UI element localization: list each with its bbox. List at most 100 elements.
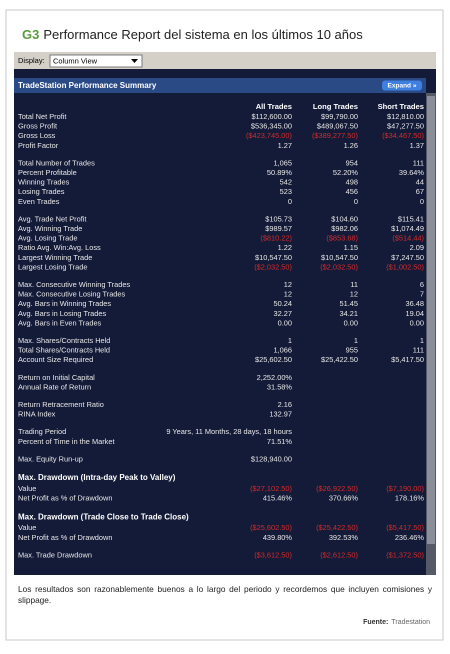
row-value: $1,074.49	[391, 224, 424, 233]
row-value: 12	[284, 290, 292, 299]
row-label: Trading Period	[18, 427, 66, 436]
row-value: $989.57	[265, 224, 292, 233]
row-value: ($389,277.50)	[312, 131, 358, 140]
row-value: 1.22	[278, 243, 292, 252]
row-label: Net Profit as % of Drawdown	[18, 533, 112, 542]
row-value: 34.21	[340, 309, 359, 318]
row-label: Avg. Bars in Losing Trades	[18, 309, 106, 318]
scrollbar-thumb[interactable]	[427, 96, 435, 544]
row-value: 50.89%	[267, 168, 292, 177]
row-value: ($423,745.00)	[246, 131, 292, 140]
row-value: 415.46%	[263, 494, 293, 503]
row-value: 44	[416, 178, 424, 187]
row-label: Total Shares/Contracts Held	[18, 346, 110, 355]
row-label: Avg. Trade Net Profit	[18, 214, 86, 223]
row-label: Value	[18, 484, 36, 493]
row-label: Max. Shares/Contracts Held	[18, 336, 110, 345]
row-value: 0	[420, 197, 424, 206]
row-value: 1.15	[344, 243, 358, 252]
row-label: Max. Trade Drawdown	[18, 550, 92, 559]
row-value: 439.80%	[263, 533, 293, 542]
row-label: Profit Factor	[18, 141, 59, 150]
row-label: Percent of Time in the Market	[18, 437, 115, 446]
row-value: 71.51%	[267, 437, 292, 446]
screenshot	[14, 52, 436, 575]
section-heading: Max. Drawdown (Trade Close to Trade Clos…	[18, 512, 189, 521]
row-value: 9 Years, 11 Months, 28 days, 18 hours	[166, 427, 292, 436]
row-value: 132.97	[269, 410, 292, 419]
row-value: 498	[346, 178, 358, 187]
display-value: Column View	[53, 56, 98, 65]
row-label: Account Size Required	[18, 355, 93, 364]
figure-title-text: Performance Report del sistema en los úl…	[43, 27, 363, 42]
row-value: ($25,422.50)	[316, 523, 358, 532]
row-value: $25,602.50	[255, 355, 292, 364]
row-value: 6	[420, 280, 424, 289]
row-value: ($26,922.50)	[316, 484, 358, 493]
row-value: $112,600.00	[251, 112, 292, 121]
row-label: Return on Initial Capital	[18, 373, 95, 382]
row-value: $982.06	[331, 224, 358, 233]
row-value: 178.16%	[395, 494, 425, 503]
row-label: Largest Winning Trade	[18, 253, 92, 262]
column-header: Short Trades	[378, 102, 424, 111]
row-value: 1	[288, 336, 292, 345]
row-value: 2,252.00%	[257, 373, 293, 382]
expand-button[interactable]	[382, 80, 422, 91]
row-value: 36.48	[406, 299, 425, 308]
select-arrow	[131, 59, 138, 63]
row-value: 542	[280, 178, 292, 187]
row-label: Value	[18, 523, 36, 532]
footer-text: Los resultados son razonablemente buenos…	[18, 584, 432, 605]
row-value: 2.09	[410, 243, 424, 252]
row-value: $12,810.00	[387, 112, 424, 121]
row-label: Total Number of Trades	[18, 158, 95, 167]
row-value: $10,547.50	[321, 253, 358, 262]
row-value: 0.00	[410, 318, 424, 327]
column-header: All Trades	[256, 102, 292, 111]
row-value: 1	[420, 336, 424, 345]
row-value: $105.73	[265, 214, 292, 223]
row-value: ($514.44)	[392, 234, 424, 243]
row-value: ($5,417.50)	[386, 523, 424, 532]
row-value: 1	[354, 336, 358, 345]
row-label: Gross Loss	[18, 131, 56, 140]
row-label: Losing Trades	[18, 187, 65, 196]
display-label: Display:	[18, 56, 45, 65]
row-value: 2.16	[278, 400, 292, 409]
row-label: Max. Equity Run-up	[18, 454, 83, 463]
row-value: ($3,612.50)	[254, 550, 292, 559]
display-select[interactable]	[49, 54, 143, 68]
row-value: 1,065	[274, 158, 293, 167]
row-value: ($853.68)	[326, 234, 358, 243]
row-label: Ratio Avg. Win:Avg. Loss	[18, 243, 101, 252]
row-label: Avg. Losing Trade	[18, 234, 77, 243]
row-label: Avg. Winning Trade	[18, 224, 82, 233]
row-label: Total Net Profit	[18, 112, 66, 121]
row-value: $489,067.50	[317, 122, 358, 131]
row-label: Net Profit as % of Drawdown	[18, 494, 112, 503]
panel-header	[14, 78, 426, 93]
row-value: 0	[354, 197, 358, 206]
row-label: Gross Profit	[18, 122, 57, 131]
row-value: ($2,032.50)	[320, 262, 358, 271]
row-value: $5,417.50	[391, 355, 424, 364]
row-value: 0.00	[278, 318, 292, 327]
expand-label: Expand »	[388, 83, 417, 90]
row-value: $25,422.50	[321, 355, 358, 364]
row-value: $99,790.00	[321, 112, 358, 121]
row-value: $10,547.50	[255, 253, 292, 262]
row-value: 111	[413, 158, 424, 167]
row-value: ($27,102.50)	[250, 484, 292, 493]
row-value: $115.41	[398, 214, 424, 223]
row-value: 7	[420, 290, 424, 299]
row-value: 51.45	[340, 299, 359, 308]
row-label: Annual Rate of Return	[18, 382, 91, 391]
row-value: $128,940.00	[251, 454, 292, 463]
row-value: 523	[280, 187, 292, 196]
row-value: 32.27	[274, 309, 293, 318]
row-value: 67	[416, 187, 424, 196]
row-value: 954	[346, 158, 358, 167]
